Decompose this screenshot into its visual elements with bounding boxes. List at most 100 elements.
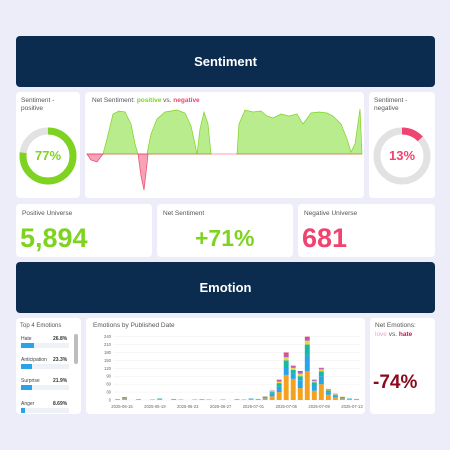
bar-segment: [276, 392, 282, 400]
bar-segment: [304, 344, 310, 356]
bar-segment: [234, 399, 240, 400]
emotion-bar: [21, 364, 32, 369]
bar-segment: [318, 371, 324, 377]
bar-segment: [276, 386, 282, 393]
bar-segment: [318, 368, 324, 370]
emotion-banner: Emotion: [16, 262, 435, 313]
emotions-by-date-title: Emotions by Published Date: [93, 322, 175, 329]
bar-segment: [290, 365, 296, 367]
bar-segment: [325, 394, 331, 400]
sentiment-negative-card[interactable]: Sentiment - negative 13%: [369, 92, 435, 198]
bar-segment: [290, 378, 296, 400]
bar-segment: [115, 399, 120, 400]
net-sentiment-area-chart[interactable]: [85, 104, 364, 198]
negative-pct: 13%: [388, 148, 416, 163]
emotion-name: Anticipation: [21, 357, 47, 363]
bar-segment: [248, 399, 254, 400]
bar-segment: [262, 398, 268, 400]
positive-donut: [19, 127, 77, 185]
bar-segment: [339, 397, 345, 399]
x-tick-label: 2025-06-19: [144, 404, 166, 409]
net-vs-label: vs.: [386, 331, 399, 338]
bar-segment: [325, 389, 331, 390]
bar-segment: [122, 398, 128, 400]
y-tick-label: 240: [104, 334, 112, 339]
bar-segment: [346, 399, 352, 400]
y-tick-label: 90: [106, 374, 111, 379]
bar-segment: [311, 380, 317, 381]
net-sentiment-card[interactable]: Net Sentiment +71%: [157, 204, 293, 257]
top4-emotions-card[interactable]: Top 4 Emotions Hate 26.8% Anticipation 2…: [16, 318, 81, 414]
sentiment-positive-card[interactable]: Sentiment - positive 77%: [16, 92, 80, 198]
bar-segment: [283, 367, 289, 375]
bar-segment: [276, 381, 282, 384]
net-label-negative: negative: [173, 97, 200, 104]
positive-area: [236, 108, 363, 155]
negative-donut-arc: [373, 127, 431, 185]
bar-segment: [290, 373, 296, 379]
bar-segment: [283, 360, 289, 367]
bar-segment: [311, 380, 317, 383]
net-sentiment-chart-card[interactable]: Net Sentiment: positive vs. negative: [85, 92, 364, 198]
bar-segment: [297, 380, 303, 389]
emotion-pct: 23.3%: [53, 357, 68, 363]
y-tick-label: 210: [104, 342, 112, 347]
emotion-name: Hate: [21, 336, 32, 342]
x-tick-label: 2025-06-27: [210, 404, 232, 409]
top4-title: Top 4 Emotions: [20, 323, 62, 329]
y-tick-label: 150: [104, 358, 112, 363]
bar-segment: [297, 370, 303, 373]
bar-segment: [269, 391, 275, 393]
bar-segment: [276, 380, 282, 382]
net-sentiment-chart-title: Net Sentiment: positive vs. negative: [92, 97, 200, 105]
bar-segment: [199, 399, 205, 400]
net-hate-label: hate: [398, 331, 413, 338]
bar-segment: [318, 369, 324, 372]
bar-segment: [269, 396, 275, 400]
positive-area: [196, 110, 212, 155]
net-emotions-legend: love vs. hate: [375, 331, 412, 339]
positive-pct: 77%: [34, 148, 62, 163]
bar-segment: [157, 399, 163, 400]
y-tick-label: 120: [104, 366, 112, 371]
emotions-stacked-bar-chart[interactable]: 0 30 60 90 120 150 180 210 240 2025-06-15 2025-06-…: [86, 328, 365, 414]
bar-segment: [157, 398, 163, 400]
y-tick-label: 0: [109, 398, 112, 403]
emotions-by-date-card[interactable]: Emotions by Published Date 0 30 60 90 120 150…: [86, 318, 365, 414]
negative-donut: [373, 127, 431, 185]
bar-segment: [276, 383, 282, 387]
emotion-bar: [21, 408, 25, 413]
bar-segment: [297, 388, 303, 400]
bar-segment: [304, 370, 310, 400]
bar-segment: [354, 399, 359, 400]
bar-segment: [248, 398, 254, 400]
bar-segment: [276, 379, 282, 381]
bar-segment: [255, 399, 261, 400]
top4-scrollbar[interactable]: [74, 334, 78, 364]
bar-segment: [339, 398, 345, 400]
emotion-title: Emotion: [199, 280, 252, 295]
bar-segment: [283, 374, 289, 400]
x-tick-label: 2025-06-15: [111, 404, 133, 409]
net-emotions-value: -74%: [373, 372, 418, 393]
net-sentiment-value: +71%: [195, 225, 255, 251]
positive-universe-value: 5,894: [20, 223, 88, 253]
negative-universe-label: Negative Universe: [304, 210, 358, 217]
sentiment-title: Sentiment: [194, 54, 257, 69]
net-emotions-card[interactable]: Net Emotions: love vs. hate -74%: [370, 318, 435, 414]
bar-segment: [269, 392, 275, 394]
bar-segment: [290, 367, 296, 370]
negative-area: [86, 153, 104, 163]
bar-segment: [136, 399, 142, 400]
bar-segment: [346, 398, 352, 400]
positive-universe-card[interactable]: Positive Universe 5,894: [16, 204, 152, 257]
bar-segment: [122, 397, 128, 399]
bar-segment: [304, 336, 310, 339]
x-tick-label: 2025-07-01: [243, 404, 265, 409]
x-tick-label: 2025-07-13: [341, 404, 363, 409]
bar-segment: [269, 390, 275, 392]
negative-universe-card[interactable]: Negative Universe 681: [298, 204, 435, 257]
emotion-name: Surprise: [21, 378, 40, 384]
bar-segment: [304, 340, 310, 345]
negative-area: [137, 153, 149, 191]
